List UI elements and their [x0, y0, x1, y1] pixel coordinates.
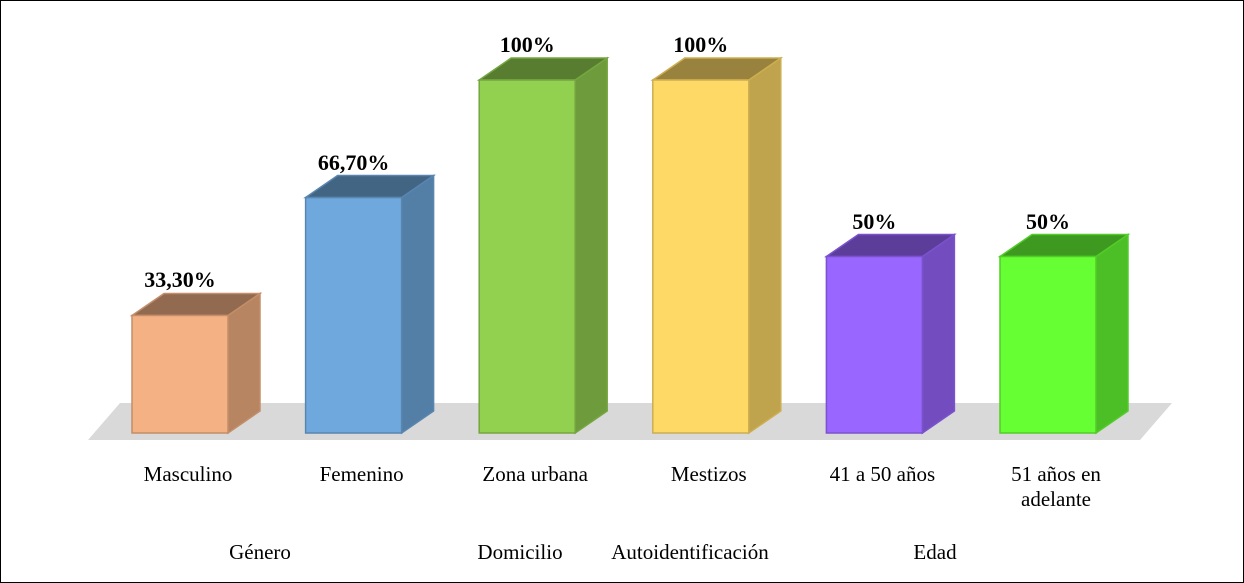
bar: [999, 255, 1097, 434]
bar: [825, 255, 924, 434]
bar-side: [227, 292, 261, 435]
bar-side: [1095, 233, 1129, 435]
bar-side: [400, 174, 435, 435]
value-label: 33,30%: [144, 267, 216, 293]
bar: [304, 196, 403, 434]
group-label: Edad: [913, 540, 957, 564]
value-label: 50%: [1026, 208, 1070, 234]
bar: [131, 314, 229, 434]
value-label: 50%: [852, 208, 897, 234]
x-tick-label: Mestizos: [670, 462, 747, 486]
value-label: 100%: [499, 32, 555, 57]
bar-side: [748, 56, 782, 435]
x-tick-label: Zona urbana: [482, 462, 588, 486]
x-tick-label: 41 a 50 años: [829, 462, 936, 486]
group-label: Domicilio: [477, 540, 563, 564]
bar: [478, 79, 576, 434]
group-label: Autoidentificación: [611, 540, 769, 564]
value-label: 66,70%: [317, 149, 390, 175]
bar-side: [921, 233, 956, 435]
x-tick-label: Masculino: [143, 462, 233, 486]
x-tick-label: 51 años en adelante: [1011, 462, 1101, 511]
x-tick-label: Femenino: [319, 462, 404, 486]
group-label: Género: [229, 540, 291, 564]
value-label: 100%: [673, 32, 729, 57]
bar-side: [574, 56, 608, 435]
bar: [652, 79, 750, 434]
